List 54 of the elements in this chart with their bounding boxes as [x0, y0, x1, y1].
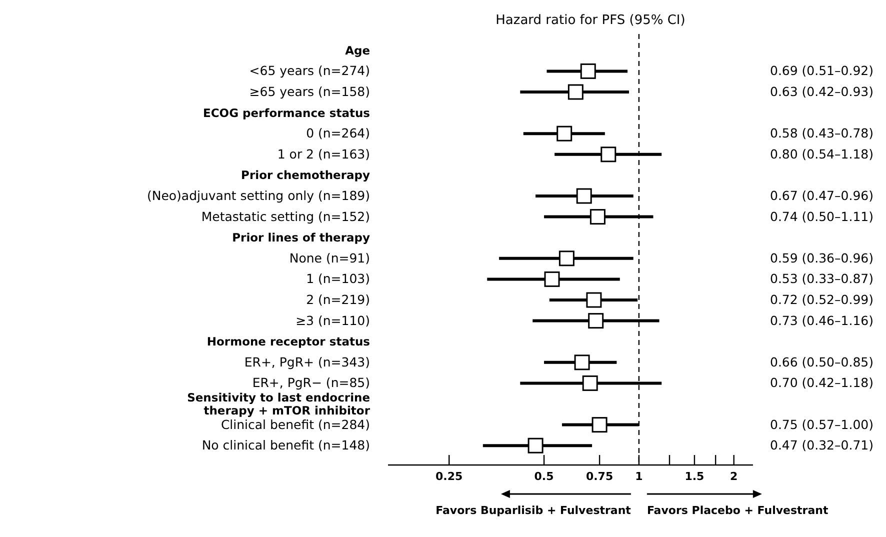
point [580, 63, 596, 79]
data-label: 0.74 (0.50–1.11) [770, 208, 874, 224]
data-label: 0.58 (0.43–0.78) [770, 126, 874, 141]
point [590, 209, 606, 225]
data-label: 0.67 (0.47–0.96) [770, 188, 874, 203]
y-tick-label: ≥3 (n=110) [296, 312, 370, 328]
data-label: 0.70 (0.42–1.18) [770, 375, 874, 390]
data-label: 0.47 (0.32–0.71) [770, 438, 874, 453]
y-tick-label: ER+, PgR− (n=85) [252, 375, 370, 390]
data-label: 0.75 (0.57–1.00) [770, 416, 874, 432]
point [582, 375, 598, 391]
point [586, 292, 602, 308]
y-tick-label: 1 (n=103) [306, 271, 370, 286]
data-label: 0.59 (0.36–0.96) [770, 250, 874, 266]
y-tick-label: (Neo)adjuvant setting only (n=189) [146, 188, 370, 203]
x-tick-label: 0.5 [534, 470, 554, 483]
x-tick-label: 1 [635, 470, 643, 483]
data-label: 0.69 (0.51–0.92) [770, 63, 874, 78]
text: Favors Placebo + Fulvestrant [646, 504, 828, 517]
point [592, 417, 608, 433]
y-tick-label: <65 years (n=274) [249, 63, 370, 78]
point [576, 188, 592, 204]
y-tick-label: Hormone receptor status [206, 334, 370, 349]
x-tick-label: 0.75 [586, 470, 614, 483]
y-tick-label: No clinical benefit (n=148) [202, 438, 370, 453]
data-label: 0.63 (0.42–0.93) [770, 84, 874, 99]
data-label: 0.66 (0.50–0.85) [770, 354, 874, 370]
y-tick-label: Clinical benefit (n=284) [220, 416, 370, 432]
data-label: 0.72 (0.52–0.99) [770, 292, 874, 307]
y-tick-label: 2 (n=219) [306, 292, 370, 307]
y-tick-label: Sensitivity to last endocrine therapy + mTOR inhibitor [187, 390, 370, 418]
point [588, 313, 604, 329]
x-tick-label: 0.25 [436, 470, 463, 483]
y-tick-label: ER+, PgR+ (n=343) [244, 354, 370, 370]
x-tick-label: 2 [730, 470, 738, 483]
y-tick-label: 0 (n=264) [306, 126, 370, 141]
x-tick-label: 1.5 [684, 470, 704, 483]
y-tick-label: Age [345, 43, 370, 58]
chart-title: Hazard ratio for PFS (95% CI) [496, 13, 686, 28]
y-tick-label: Prior lines of therapy [232, 230, 370, 245]
data-label: 0.80 (0.54–1.18) [770, 146, 874, 162]
y-tick-label: Metastatic setting (n=152) [201, 208, 370, 224]
y-tick-label: 1 or 2 (n=163) [277, 146, 370, 162]
y-tick-label: None (n=91) [289, 250, 370, 266]
point [558, 250, 574, 266]
text: Favors Buparlisib + Fulvestrant [436, 504, 631, 517]
data-label: 0.73 (0.46–1.16) [770, 312, 874, 328]
point [556, 126, 572, 142]
point [574, 354, 590, 370]
point [568, 84, 584, 100]
y-tick-label: Prior chemotherapy [241, 168, 370, 182]
y-tick-label: ≥65 years (n=158) [249, 84, 370, 99]
y-tick-label: ECOG performance status [203, 106, 370, 120]
data-label: 0.53 (0.33–0.87) [770, 271, 874, 286]
